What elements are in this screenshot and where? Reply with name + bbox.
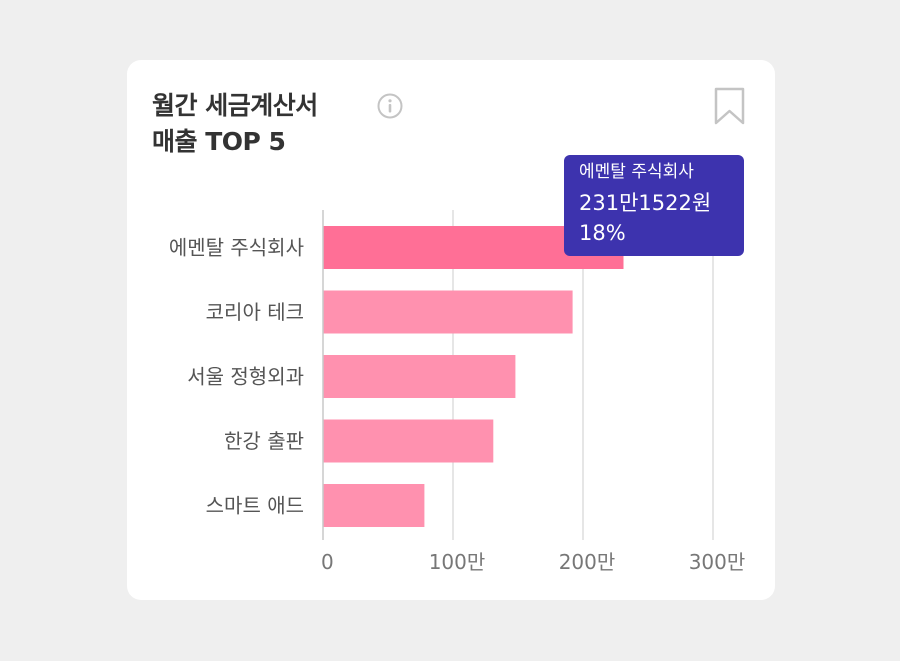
tooltip-percent: 18%	[579, 221, 626, 245]
chart-tooltip: 에멘탈 주식회사 231만1522원 18%	[564, 155, 744, 256]
bar	[323, 419, 494, 463]
bar	[323, 355, 516, 398]
x-tick-label: 100만	[429, 550, 486, 574]
tooltip-name: 에멘탈 주식회사	[579, 162, 694, 182]
category-label: 한강 출판	[224, 429, 304, 453]
bookmark-icon[interactable]	[714, 87, 745, 125]
x-tick-label: 300만	[689, 550, 746, 574]
card-title: 월간 세금계산서 매출 TOP 5	[152, 88, 318, 160]
category-label: 코리아 테크	[206, 300, 304, 324]
category-label: 스마트 애드	[206, 494, 304, 518]
bar	[323, 484, 425, 527]
tooltip-value: 231만1522원	[579, 191, 712, 215]
info-icon[interactable]	[377, 93, 403, 119]
category-label: 서울 정형외과	[187, 365, 304, 389]
x-tick-label: 0	[321, 550, 334, 574]
card-title-line1: 월간 세금계산서	[152, 91, 318, 120]
x-tick-label: 200만	[559, 550, 616, 574]
category-label: 에멘탈 주식회사	[169, 236, 304, 260]
card-title-line2: 매출 TOP 5	[152, 127, 286, 156]
bar	[323, 290, 573, 334]
